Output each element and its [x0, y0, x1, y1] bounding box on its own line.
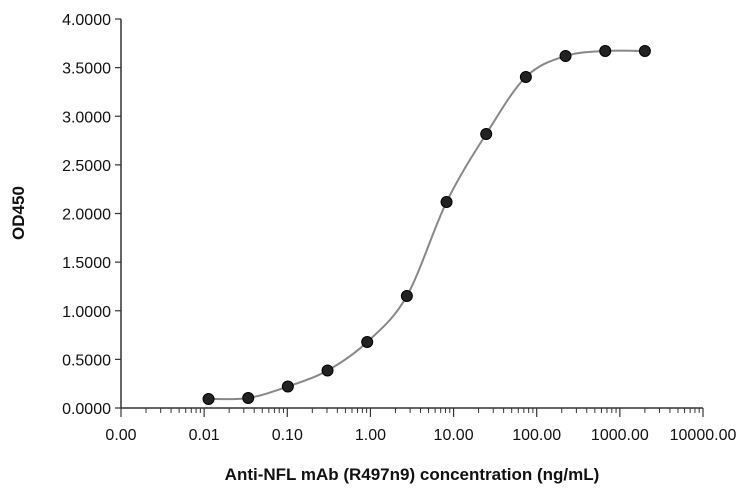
x-tick-label: 100.00	[512, 427, 561, 444]
x-tick-label: 10000.00	[670, 427, 737, 444]
x-tick-label: 10.00	[434, 427, 474, 444]
data-point	[242, 391, 255, 404]
y-tick-label: 2.0000	[62, 207, 111, 224]
y-tick-label: 1.5000	[62, 255, 111, 272]
y-tick-label: 3.0000	[62, 109, 111, 126]
data-point	[599, 44, 612, 57]
data-points	[202, 44, 651, 405]
x-tick-label: 1000.00	[591, 427, 649, 444]
y-tick-label: 2.5000	[62, 158, 111, 175]
data-point	[638, 44, 651, 57]
x-axis-label: Anti-NFL mAb (R497n9) concentration (ng/…	[225, 465, 600, 484]
data-point	[361, 335, 374, 348]
y-axis-label: OD450	[9, 186, 28, 240]
y-tick-label: 4.0000	[62, 12, 111, 29]
x-tick-label: 0.00	[105, 427, 136, 444]
y-tick-label: 3.5000	[62, 61, 111, 78]
y-tick-label: 0.5000	[62, 352, 111, 369]
x-tick-label: 0.10	[272, 427, 303, 444]
data-point	[519, 70, 532, 83]
data-point	[440, 196, 453, 209]
x-tick-label: 0.01	[189, 427, 220, 444]
fit-curve	[208, 49, 645, 401]
ticks: 0.0000 0.5000 1.0000 1.5000 2.0000 2.5000 3.00…	[62, 12, 736, 444]
data-point	[281, 380, 294, 393]
x-tick-label: 1.00	[355, 427, 386, 444]
data-point	[202, 392, 215, 405]
data-point	[400, 289, 413, 302]
y-tick-label: 0.0000	[62, 401, 111, 418]
data-point	[559, 50, 572, 63]
y-tick-label: 1.0000	[62, 304, 111, 321]
axes	[120, 19, 703, 409]
data-point	[321, 364, 334, 377]
data-point	[480, 127, 493, 140]
